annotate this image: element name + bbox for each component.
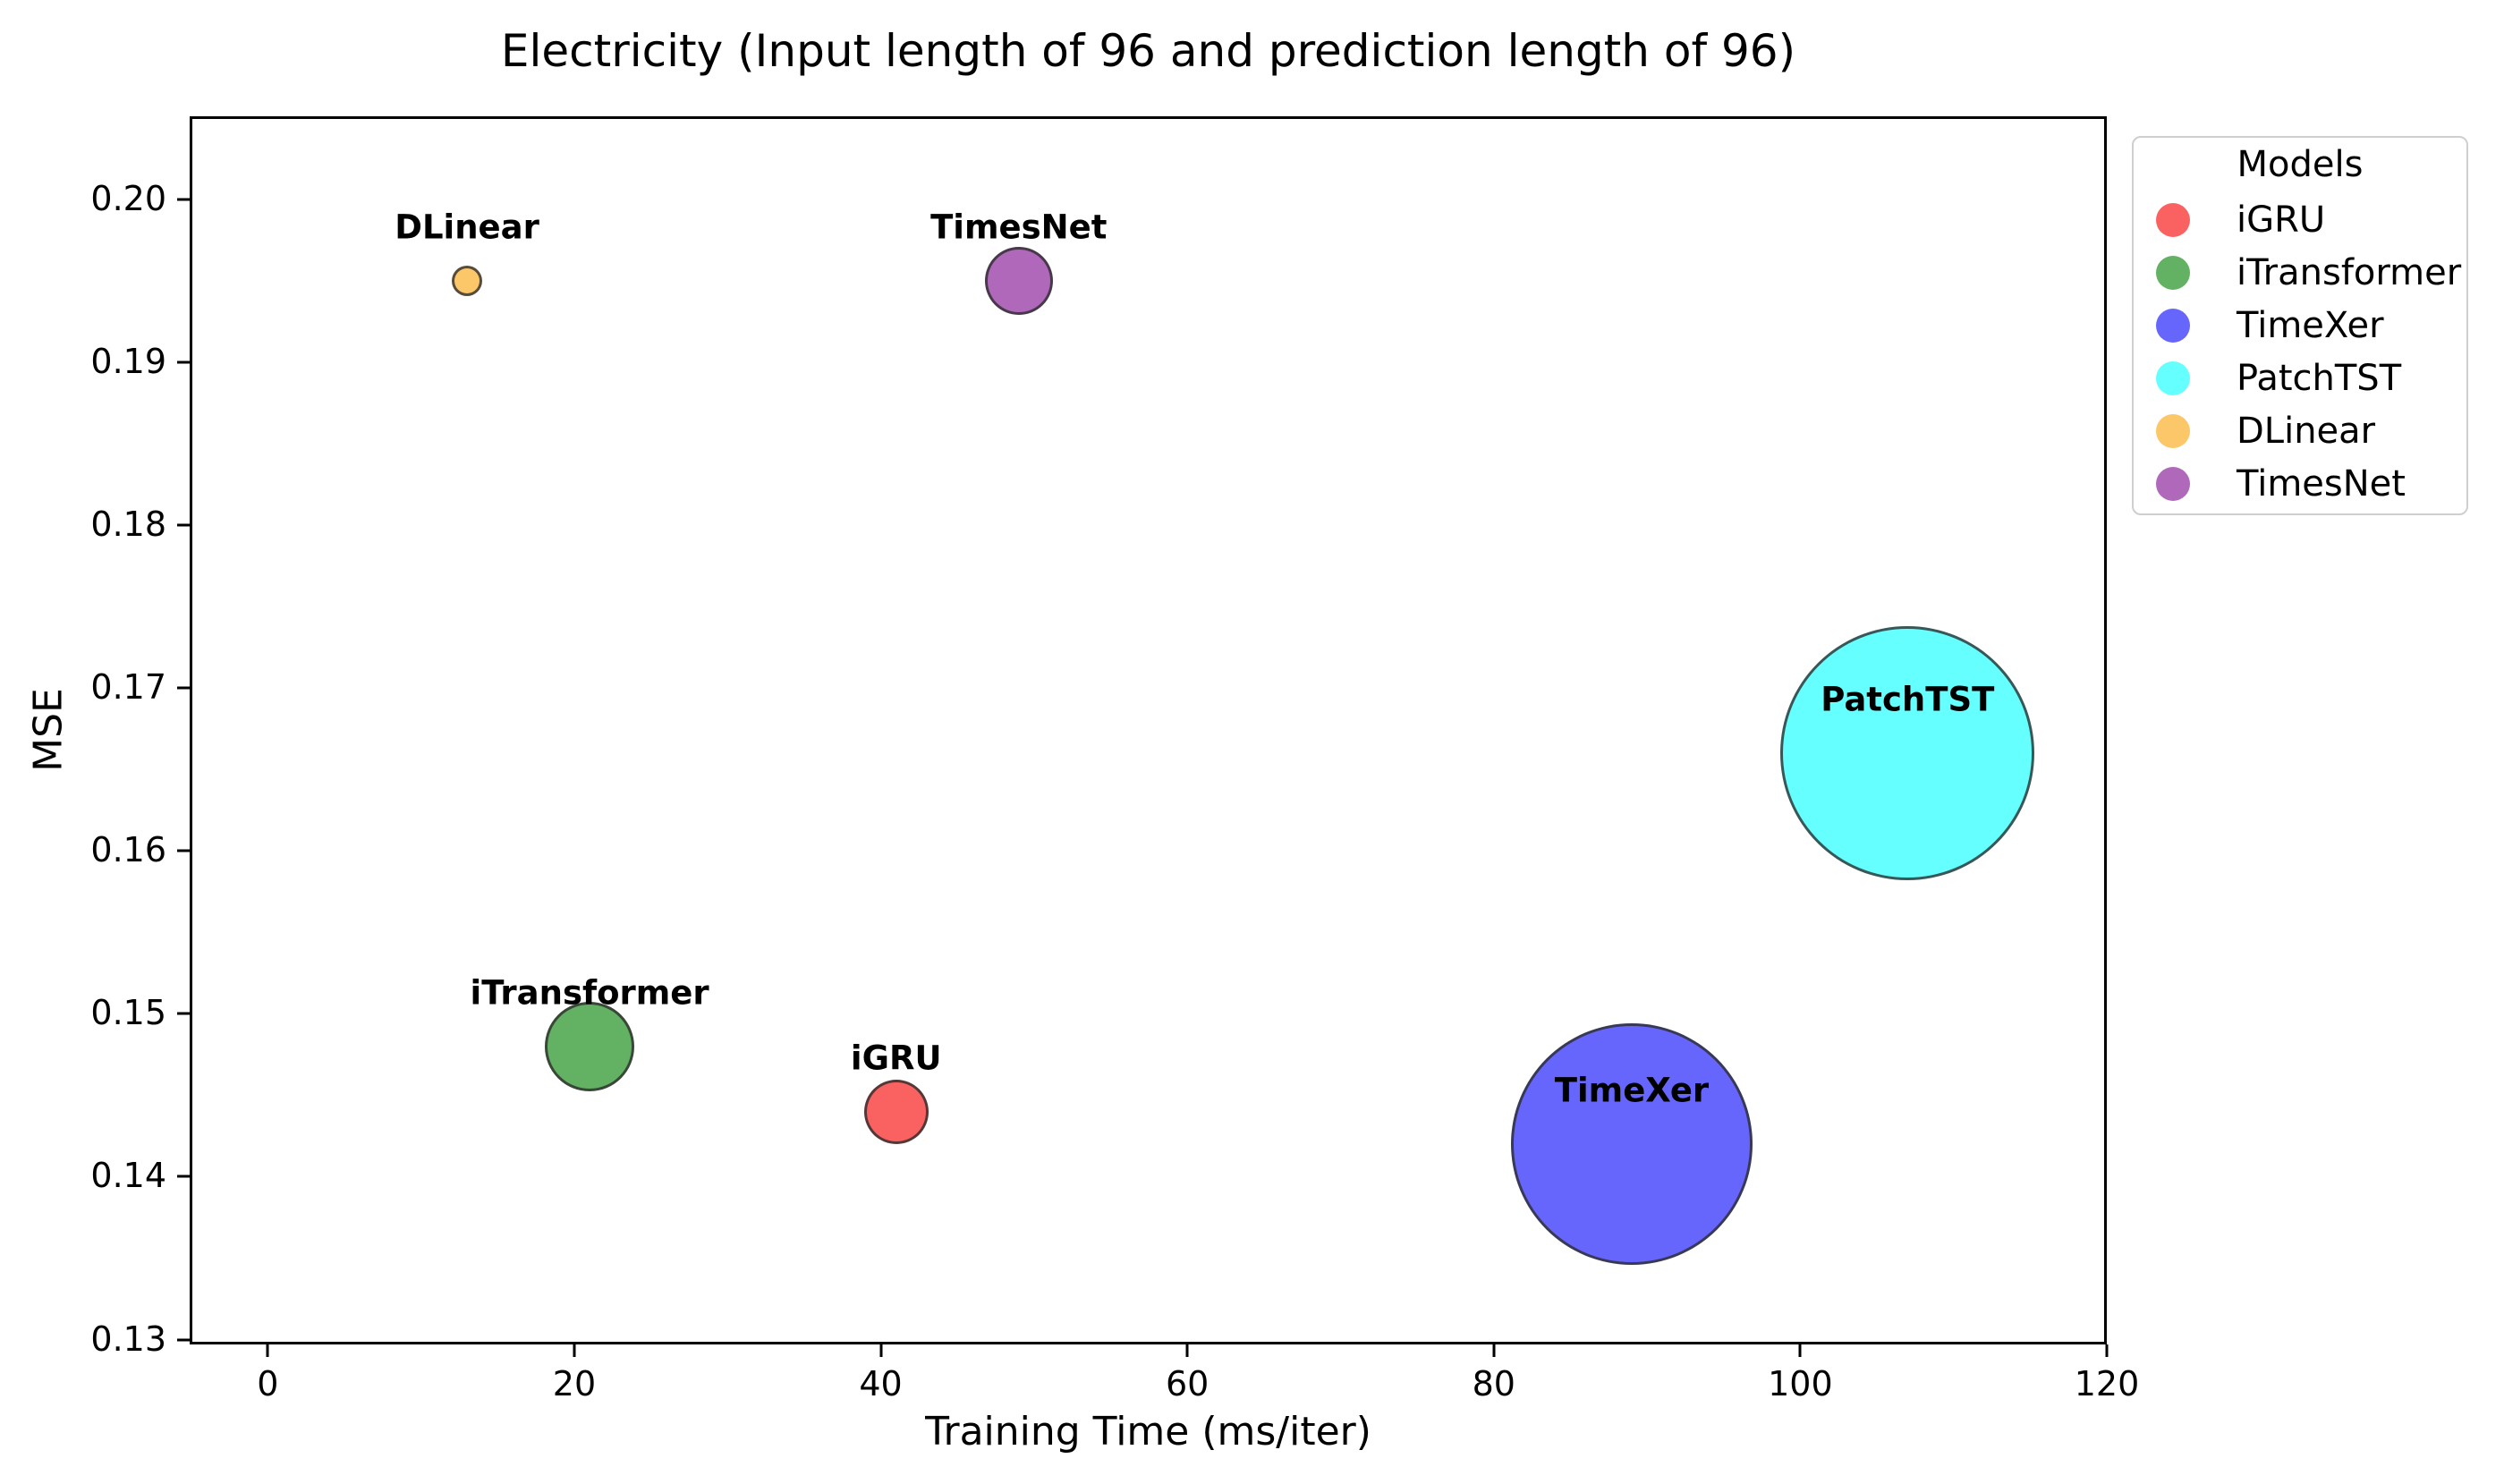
x-tick-label: 60 [1165,1364,1210,1403]
legend-label: iTransformer [2237,251,2462,293]
y-tick-mark [177,1174,190,1178]
y-tick-mark [177,1012,190,1015]
x-tick-mark [266,1344,269,1357]
chart-title: Electricity (Input length of 96 and pred… [500,25,1796,77]
bubble-igru [863,1079,929,1144]
x-tick-label: 80 [1472,1364,1515,1403]
x-tick-mark [2105,1344,2109,1357]
legend-dot-icon [2156,308,2190,343]
x-tick-label: 0 [257,1364,279,1403]
x-tick-label: 120 [2074,1364,2140,1403]
y-tick-label: 0.14 [90,1156,166,1196]
legend-row-patchtst: PatchTST [2134,352,2466,404]
y-tick-label: 0.15 [90,993,166,1033]
x-tick-label: 40 [859,1364,903,1403]
legend-dot-icon [2156,255,2190,290]
y-tick-label: 0.18 [90,505,166,545]
bubble-timexer [1510,1023,1753,1266]
y-tick-mark [177,523,190,527]
legend-dot-icon [2156,413,2190,448]
y-tick-label: 0.20 [90,179,166,219]
annotation-timesnet: TimesNet [930,208,1108,247]
x-tick-mark [1185,1344,1189,1357]
y-tick-label: 0.19 [90,342,166,382]
legend-label: DLinear [2237,410,2376,452]
y-tick-label: 0.13 [90,1319,166,1359]
annotation-timexer: TimeXer [1554,1071,1710,1110]
annotation-igru: iGRU [850,1039,942,1078]
x-tick-mark [879,1344,883,1357]
legend-label: iGRU [2237,199,2326,241]
y-tick-label: 0.17 [90,667,166,708]
bubble-dlinear [452,265,483,296]
legend-dot-icon [2156,466,2190,501]
legend-label: PatchTST [2237,357,2402,399]
x-tick-mark [1798,1344,1802,1357]
legend-dot-icon [2156,202,2190,237]
legend-dot-icon [2156,360,2190,395]
y-tick-mark [177,1338,190,1342]
y-tick-mark [177,198,190,201]
y-tick-mark [177,849,190,852]
legend-title: Models [2237,144,2364,185]
annotation-itransformer: iTransformer [470,973,709,1013]
legend-row-timexer: TimeXer [2134,299,2466,352]
legend: Models iGRU iTransformer TimeXer PatchTST DL… [2132,136,2468,515]
legend-row-timesnet: TimesNet [2134,457,2466,510]
bubble-itransformer [545,1001,635,1091]
bubble-patchtst [1780,625,2035,880]
bubble-timesnet [984,246,1053,315]
legend-rows: iGRU iTransformer TimeXer PatchTST DLinear Ti… [2134,193,2466,510]
y-tick-mark [177,686,190,690]
y-axis-label: MSE [25,688,72,772]
x-tick-label: 20 [552,1364,597,1403]
x-tick-mark [1492,1344,1496,1357]
legend-label: TimesNet [2237,462,2406,505]
legend-row-itransformer: iTransformer [2134,246,2466,299]
legend-row-dlinear: DLinear [2134,404,2466,457]
plot-area: 0 20 40 60 80 100 120 0.13 0.14 0.15 0.16 0.17 0.18 0… [90,116,2139,1403]
y-tick-mark [177,360,190,364]
legend-label: TimeXer [2237,304,2384,346]
y-tick-label: 0.16 [90,830,166,870]
annotation-patchtst: PatchTST [1821,680,1995,719]
annotation-dlinear: DLinear [395,208,539,247]
x-axis-label: Training Time (ms/iter) [925,1409,1371,1454]
legend-row-igru: iGRU [2134,193,2466,246]
x-tick-mark [573,1344,576,1357]
x-tick-label: 100 [1768,1364,1833,1403]
